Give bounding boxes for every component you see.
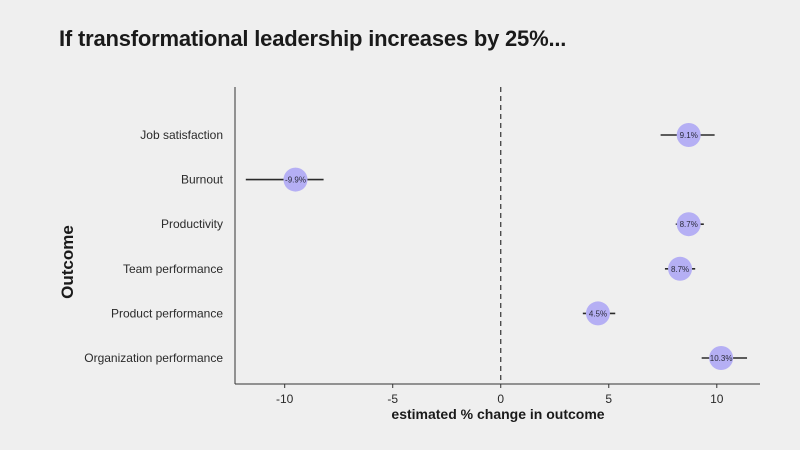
category-label: Product performance bbox=[111, 306, 223, 320]
data-point bbox=[676, 212, 701, 237]
category-label: Team performance bbox=[123, 262, 223, 276]
category-label: Job satisfaction bbox=[140, 128, 223, 142]
data-point bbox=[585, 301, 610, 326]
category-label: Productivity bbox=[161, 217, 223, 231]
data-point bbox=[668, 256, 693, 281]
data-label: 4.5% bbox=[589, 309, 607, 318]
y-axis-title: Outcome bbox=[58, 225, 77, 299]
x-axis-title: estimated % change in outcome bbox=[391, 406, 604, 422]
data-label: 9.1% bbox=[680, 131, 698, 140]
marks: 9.1% -9.9% 8.7% 8.7% 4.5% 10.3% bbox=[245, 123, 748, 370]
x-tick-label: -5 bbox=[387, 392, 398, 406]
data-point bbox=[283, 167, 308, 192]
data-label: 8.7% bbox=[680, 220, 698, 229]
category-label: Organization performance bbox=[84, 351, 223, 365]
data-label: 8.7% bbox=[671, 265, 689, 274]
x-tick-label: -10 bbox=[276, 392, 294, 406]
x-tick-label: 5 bbox=[605, 392, 612, 406]
data-label: -9.9% bbox=[285, 176, 306, 185]
axes: -10 -5 0 5 10 Job satisfaction Burnout Producti… bbox=[84, 87, 760, 406]
chart-title: If transformational leadership increases… bbox=[59, 26, 567, 51]
x-tick-label: 0 bbox=[497, 392, 504, 406]
data-label: 10.3% bbox=[710, 354, 733, 363]
category-label: Burnout bbox=[181, 173, 224, 187]
x-tick-label: 10 bbox=[710, 392, 724, 406]
data-point bbox=[709, 346, 734, 370]
data-point bbox=[676, 123, 701, 147]
